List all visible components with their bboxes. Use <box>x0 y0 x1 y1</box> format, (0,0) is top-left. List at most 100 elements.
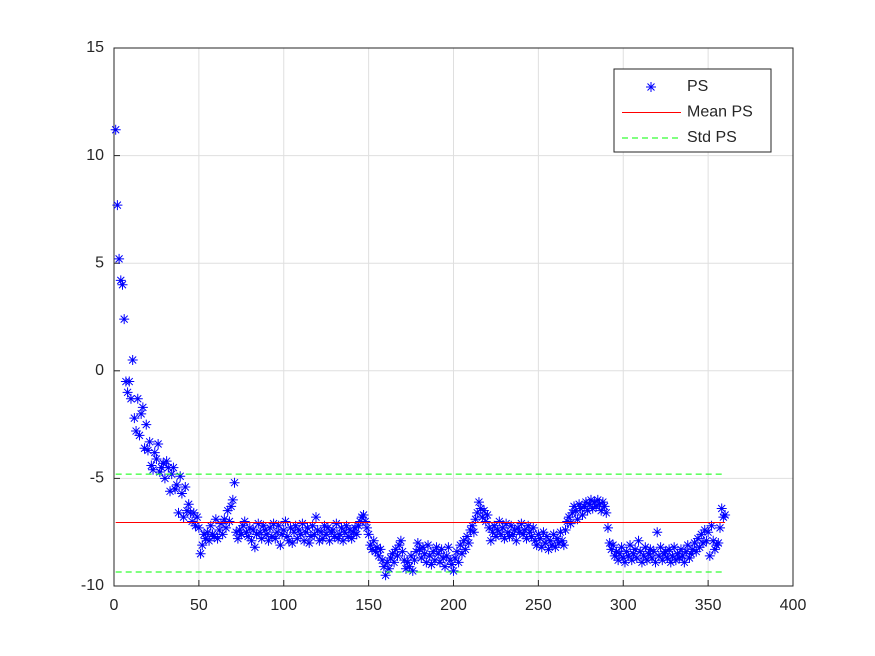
data-point <box>648 546 659 557</box>
data-point <box>468 527 479 538</box>
data-point <box>277 529 288 540</box>
data-point <box>591 501 602 512</box>
data-point <box>166 469 177 480</box>
data-point <box>436 544 447 555</box>
data-point <box>253 518 264 529</box>
data-point <box>665 557 676 568</box>
data-point <box>205 520 216 531</box>
legend-marker <box>646 82 656 92</box>
data-point <box>577 509 588 520</box>
data-point <box>664 544 675 555</box>
data-point <box>518 529 529 540</box>
data-point <box>180 482 191 493</box>
data-point <box>148 464 159 475</box>
data-point <box>587 503 598 514</box>
data-point <box>429 555 440 566</box>
data-point <box>244 522 255 533</box>
data-point <box>348 527 359 538</box>
data-point <box>616 542 627 553</box>
data-point <box>453 557 464 568</box>
data-point <box>343 531 354 542</box>
data-point <box>613 555 624 566</box>
data-point <box>652 527 663 538</box>
data-point <box>509 525 520 536</box>
data-point <box>507 529 518 540</box>
data-point <box>149 447 160 458</box>
data-point <box>460 544 471 555</box>
data-point <box>458 535 469 546</box>
data-point <box>628 548 639 559</box>
data-point <box>653 550 664 561</box>
data-point <box>273 520 284 531</box>
data-point <box>521 533 532 544</box>
data-point <box>346 533 357 544</box>
data-point <box>701 535 712 546</box>
data-point <box>360 516 371 527</box>
data-point <box>451 546 462 557</box>
data-point <box>686 548 697 559</box>
data-point <box>675 544 686 555</box>
data-point <box>341 520 352 531</box>
data-point <box>473 497 484 508</box>
data-point <box>395 535 406 546</box>
data-point <box>621 546 632 557</box>
data-point <box>677 550 688 561</box>
data-point <box>642 555 653 566</box>
data-point <box>334 529 345 540</box>
data-point <box>350 522 361 533</box>
data-point <box>389 557 400 568</box>
data-point <box>713 537 724 548</box>
data-point <box>283 535 294 546</box>
data-point <box>650 557 661 568</box>
y-tick-label: 10 <box>86 147 104 164</box>
data-point <box>490 531 501 542</box>
data-point <box>312 525 323 536</box>
data-point <box>535 533 546 544</box>
data-point <box>560 525 571 536</box>
data-point <box>161 456 172 467</box>
data-point <box>210 514 221 525</box>
data-point <box>402 557 413 568</box>
data-point <box>511 535 522 546</box>
data-point <box>696 529 707 540</box>
data-point <box>424 550 435 561</box>
data-point <box>692 533 703 544</box>
data-point <box>375 544 386 555</box>
data-point <box>446 559 457 570</box>
data-point <box>382 557 393 568</box>
data-point <box>300 527 311 538</box>
data-point <box>198 529 209 540</box>
data-point <box>115 275 126 286</box>
data-point <box>232 533 243 544</box>
data-point <box>217 529 228 540</box>
data-point <box>365 540 376 551</box>
data-point <box>299 535 310 546</box>
x-tick-label: 150 <box>355 597 382 614</box>
data-point <box>404 561 415 572</box>
data-point <box>137 402 148 413</box>
data-point <box>635 546 646 557</box>
data-point <box>361 522 372 533</box>
data-point <box>524 527 535 538</box>
data-point <box>187 516 198 527</box>
data-point <box>499 533 510 544</box>
data-point <box>470 514 481 525</box>
data-point <box>497 522 508 533</box>
data-point <box>548 529 559 540</box>
data-point <box>249 542 260 553</box>
data-point <box>662 553 673 564</box>
data-point <box>687 544 698 555</box>
data-point <box>122 387 133 398</box>
data-point <box>251 529 262 540</box>
data-point <box>305 531 316 542</box>
data-point <box>173 507 184 518</box>
data-point <box>363 529 374 540</box>
data-point <box>638 550 649 561</box>
data-point <box>373 550 384 561</box>
data-point <box>248 525 259 536</box>
data-point <box>168 462 179 473</box>
data-point <box>258 520 269 531</box>
data-point <box>572 514 583 525</box>
data-point <box>329 531 340 542</box>
data-point <box>294 525 305 536</box>
